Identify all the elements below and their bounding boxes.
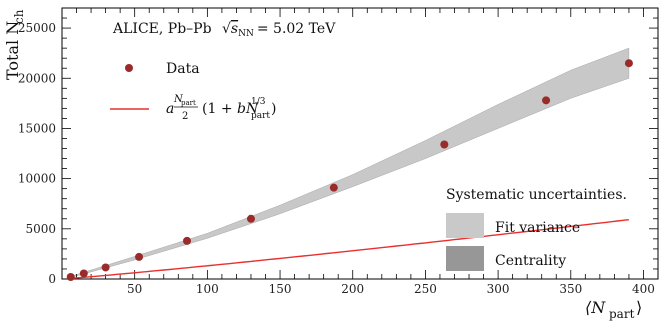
fit-variance-label: Fit variance (495, 220, 580, 236)
formula-sub: part (251, 111, 270, 121)
x-tick-label: 350 (559, 282, 582, 296)
annotation: ALICE, Pb–Pb √sNN = 5.02 TeV (112, 21, 336, 39)
data-point (440, 140, 449, 149)
formula-body: (1 + bN (202, 101, 259, 117)
centrality-swatch (446, 246, 484, 271)
legend-data-label: Data (166, 61, 200, 77)
x-tick-labels: 50 100 150 200 250 300 350 400 (127, 282, 655, 296)
y-tick-label: 0 (48, 272, 56, 286)
x-axis-title-sub: part (609, 307, 635, 321)
x-tick-label: 250 (414, 282, 437, 296)
y-axis-title-main: Total N (3, 21, 22, 80)
x-tick-label: 100 (196, 282, 219, 296)
data-point (101, 263, 110, 272)
systematics-title: Systematic uncertainties. (446, 187, 627, 203)
x-tick-label: 300 (487, 282, 510, 296)
x-axis-title: ⟨N part ⟩ (585, 298, 642, 321)
y-axis-title-sub: ch (12, 9, 26, 24)
annotation-s: s (231, 21, 238, 37)
centrality-label: Centrality (495, 253, 566, 269)
data-point (329, 183, 338, 192)
systematic-band-layer (70, 47, 630, 278)
annotation-s-sub: NN (238, 29, 254, 39)
y-tick-label: 15000 (18, 121, 56, 135)
legend-fit-formula: a N part 2 (1 + bN 1/3 part ) (166, 94, 276, 122)
x-tick-label: 400 (632, 282, 655, 296)
formula-numerator: N (173, 94, 184, 105)
x-tick-label: 150 (269, 282, 292, 296)
formula-exponent: 1/3 (251, 97, 266, 107)
x-axis-title-close: ⟩ (636, 298, 642, 317)
y-tick-label: 5000 (25, 222, 56, 236)
data-point (135, 252, 144, 261)
x-tick-label: 50 (127, 282, 142, 296)
x-axis-title-main: ⟨N (585, 298, 606, 317)
formula-denominator: 2 (182, 111, 188, 122)
data-point (624, 59, 633, 68)
tick-marks (62, 7, 658, 279)
fit-variance-swatch (446, 213, 484, 238)
data-point (542, 96, 551, 105)
data-point (79, 269, 88, 278)
legend-fit-a: a (166, 101, 174, 117)
data-point (246, 214, 255, 223)
data-points-layer (66, 59, 633, 281)
y-tick-label: 10000 (18, 172, 56, 186)
y-tick-labels: 0 5000 10000 15000 20000 25000 (18, 21, 56, 286)
y-tick-label: 25000 (18, 21, 56, 35)
fit-line-layer (70, 219, 629, 279)
y-axis-title: Total N ch (3, 9, 26, 80)
fit-line (70, 219, 629, 279)
annotation-prefix: ALICE, Pb–Pb (112, 21, 212, 37)
formula-close: ) (271, 101, 276, 117)
annotation-energy: = 5.02 TeV (257, 21, 336, 37)
legend-data-marker (125, 64, 133, 72)
x-tick-label: 200 (341, 282, 364, 296)
systematic-band (70, 47, 630, 278)
sqrt-symbol: √ (222, 21, 231, 37)
y-tick-label: 20000 (18, 71, 56, 85)
data-point (66, 272, 75, 281)
data-point (183, 236, 192, 245)
formula-numerator-sub: part (181, 99, 196, 107)
plot-frame (61, 7, 659, 280)
